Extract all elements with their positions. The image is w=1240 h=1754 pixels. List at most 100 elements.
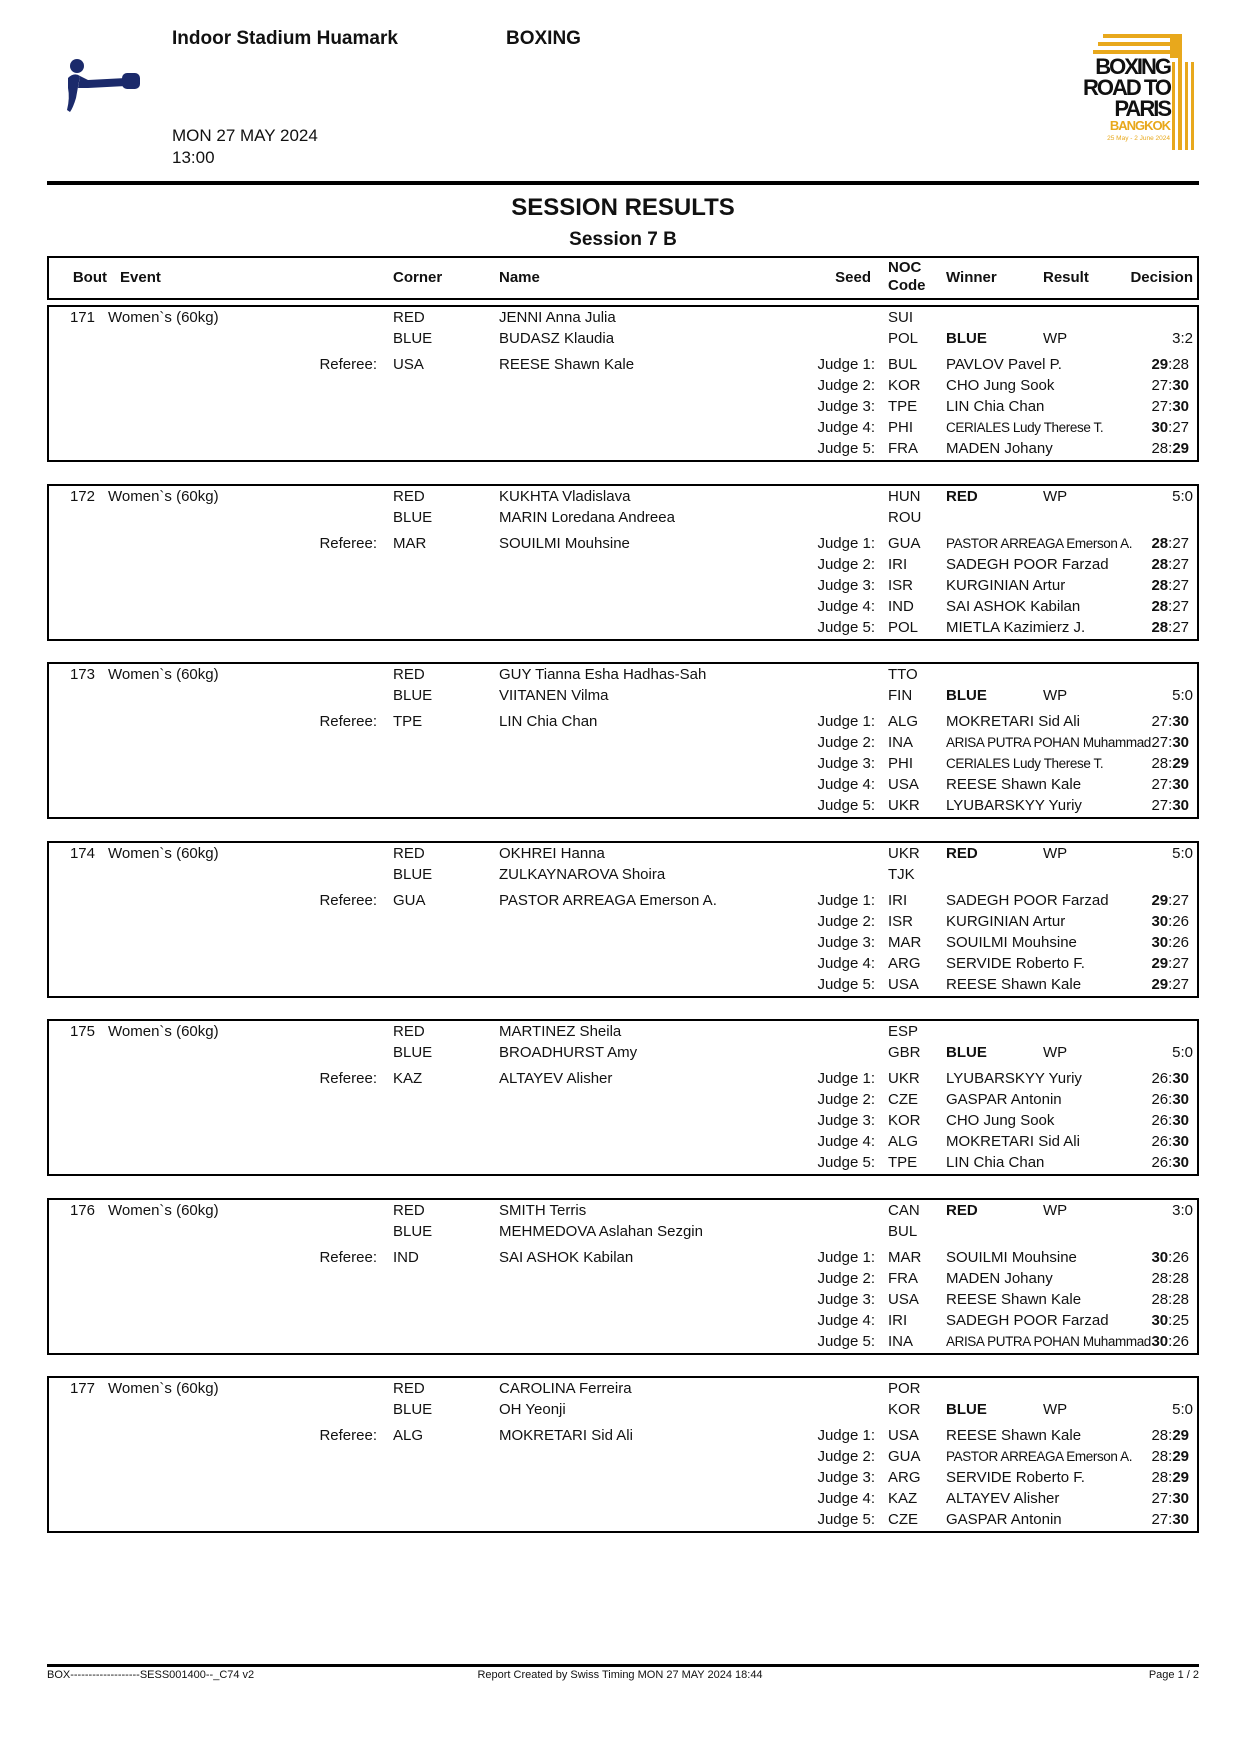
judge-label: Judge 1: [817, 1248, 875, 1266]
score-separator: : [1168, 597, 1173, 615]
red-noc: POR [888, 1380, 921, 1397]
red-noc: HUN [888, 487, 921, 505]
judge-name: ARISA PUTRA POHAN Muhammad [946, 1333, 1151, 1349]
judge-score: 28:27 [1109, 619, 1189, 637]
judge-score: 28:29 [1109, 440, 1189, 458]
judge-label: Judge 5: [817, 618, 875, 636]
red-score: 28 [1151, 1290, 1169, 1308]
judge-noc: KOR [888, 1112, 921, 1129]
blue-noc: TJK [888, 865, 915, 883]
blue-score: 30 [1172, 776, 1189, 793]
blue-boxer-name: BROADHURST Amy [499, 1044, 638, 1061]
judge-name: CHO Jung Sook [946, 377, 1055, 394]
judge-name: KURGINIAN Artur [946, 576, 1066, 594]
judge-label: Judge 2: [817, 912, 875, 930]
boxing-road-to-paris-logo: BOXING ROAD TO PARIS BANGKOK 25 May - 2 … [1048, 32, 1200, 152]
blue-score: 30 [1172, 1511, 1189, 1528]
referee-name: SAI ASHOK Kabilan [499, 1248, 634, 1266]
score-separator: : [1168, 1490, 1173, 1507]
judge-score: 26:30 [1109, 1070, 1189, 1088]
judge-label: Judge 5: [817, 440, 875, 457]
report-created: Report Created by Swiss Timing MON 27 MA… [477, 1669, 763, 1681]
result-type: WP [1043, 687, 1068, 704]
column-header-row: Bout Event Corner Name Seed NOC Code Win… [47, 256, 1199, 300]
referee-noc: MAR [393, 534, 427, 552]
score-separator: : [1168, 734, 1173, 751]
col-event: Event [120, 269, 161, 286]
red-score: 26 [1151, 1154, 1169, 1171]
session-time: 13:00 [172, 148, 215, 167]
red-noc: SUI [888, 309, 914, 326]
judge-name: SADEGH POOR Farzad [946, 555, 1109, 573]
judge-name: MADEN Johany [946, 1269, 1053, 1287]
red-corner-label: RED [393, 1201, 425, 1219]
judge-label: Judge 1: [817, 1427, 875, 1444]
judge-score: 27:30 [1109, 1511, 1189, 1529]
logo-line-3: PARIS [1114, 96, 1171, 121]
referee-name: REESE Shawn Kale [499, 356, 635, 373]
col-seed: Seed [835, 269, 871, 286]
decision: 3:0 [1172, 1201, 1193, 1219]
red-score: 28 [1151, 1469, 1169, 1486]
blue-corner-label: BLUE [393, 1401, 433, 1418]
judge-label: Judge 1: [817, 891, 875, 909]
col-corner: Corner [393, 269, 443, 286]
blue-corner-label: BLUE [393, 508, 433, 526]
judge-name: CERIALES Ludy Therese T. [946, 420, 1104, 435]
red-score: 28 [1151, 1269, 1169, 1287]
bout-number: 171 [69, 309, 95, 326]
score-separator: : [1168, 797, 1173, 814]
red-score: 28 [1151, 534, 1169, 552]
blue-score: 27 [1172, 975, 1189, 993]
blue-noc: ROU [888, 508, 922, 526]
winner-corner: BLUE [946, 1401, 987, 1418]
judge-noc: UKR [888, 1070, 920, 1087]
score-separator: : [1168, 534, 1173, 552]
blue-score: 29 [1172, 755, 1189, 772]
blue-boxer-name: MARIN Loredana Andreea [499, 508, 675, 526]
red-score: 28 [1151, 1427, 1169, 1444]
judge-name: PASTOR ARREAGA Emerson A. [946, 535, 1133, 551]
judge-name: KURGINIAN Artur [946, 912, 1066, 930]
judge-noc: MAR [888, 1248, 922, 1266]
bout-number: 176 [69, 1201, 95, 1219]
judge-noc: GUA [888, 1448, 921, 1465]
judge-score: 27:30 [1109, 776, 1189, 794]
score-separator: : [1168, 891, 1173, 909]
judge-score: 28:28 [1109, 1291, 1189, 1309]
judge-score: 28:29 [1109, 755, 1189, 773]
judge-name: SADEGH POOR Farzad [946, 1311, 1109, 1329]
decision: 5:0 [1172, 687, 1193, 704]
event-name: Women`s (60kg) [108, 487, 219, 505]
judge-score: 27:30 [1109, 797, 1189, 815]
blue-boxer-name: OH Yeonji [499, 1401, 566, 1418]
blue-score: 30 [1172, 398, 1189, 415]
result-type: WP [1043, 1044, 1068, 1061]
bout-number: 174 [69, 844, 95, 862]
red-noc: CAN [888, 1201, 920, 1219]
blue-score: 30 [1172, 377, 1189, 394]
judge-label: Judge 1: [817, 356, 875, 373]
score-separator: : [1168, 440, 1173, 457]
bout-block: 175 Women`s (60kg) RED BLUE MARTINEZ Sheila B… [47, 1019, 1199, 1176]
judge-noc: USA [888, 975, 919, 993]
red-corner-label: RED [393, 1023, 425, 1040]
blue-score: 27 [1172, 555, 1189, 573]
red-boxer-name: OKHREI Hanna [499, 844, 605, 862]
judge-noc: USA [888, 776, 919, 793]
bout-number: 172 [69, 487, 95, 505]
col-noc-line1: NOC [888, 259, 922, 276]
judge-score: 26:30 [1109, 1112, 1189, 1130]
judge-label: Judge 2: [817, 1448, 875, 1465]
result-type: WP [1043, 1401, 1068, 1418]
judge-label: Judge 2: [817, 377, 875, 394]
judge-score: 28:29 [1109, 1427, 1189, 1445]
judge-name: CERIALES Ludy Therese T. [946, 756, 1104, 771]
score-separator: : [1168, 912, 1173, 930]
red-noc: ESP [888, 1023, 919, 1040]
bout-block: 176 Women`s (60kg) RED BLUE SMITH Terris MEHM… [47, 1197, 1199, 1355]
blue-score: 27 [1172, 597, 1189, 615]
judge-score: 30:26 [1109, 934, 1189, 952]
judge-noc: KAZ [888, 1490, 918, 1507]
judge-name: LIN Chia Chan [946, 1154, 1045, 1171]
